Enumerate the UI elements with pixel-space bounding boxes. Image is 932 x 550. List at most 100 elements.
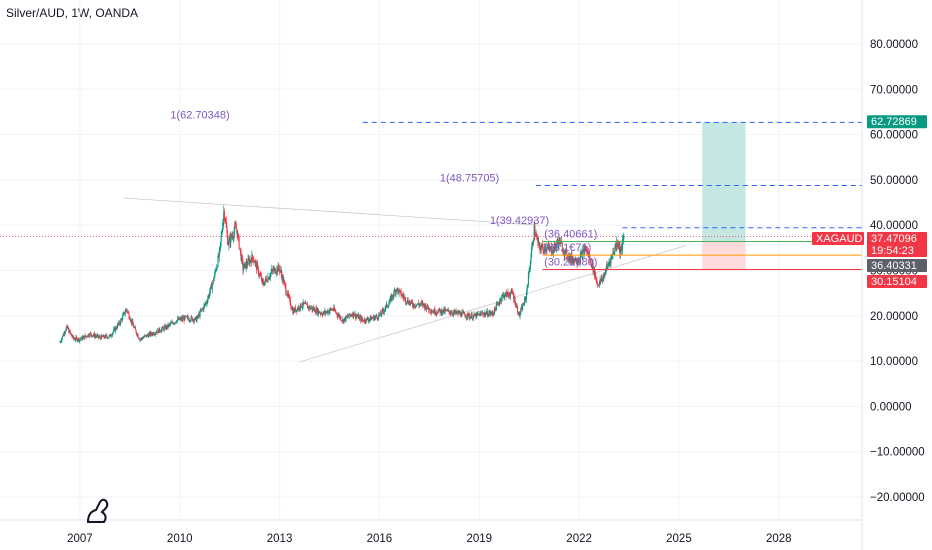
candle-body xyxy=(307,306,309,309)
candle-body xyxy=(139,339,141,341)
candle-body xyxy=(324,310,326,314)
candle-body xyxy=(528,271,530,274)
candle-body xyxy=(267,277,269,282)
candle-body xyxy=(274,267,276,274)
candle-body xyxy=(390,296,392,299)
candle-body xyxy=(184,316,186,317)
candle-body xyxy=(568,255,570,260)
candle-body xyxy=(264,278,266,282)
candle-body xyxy=(456,311,458,313)
candle-body xyxy=(202,308,204,310)
candle-body xyxy=(86,336,88,338)
candle-body xyxy=(408,303,410,305)
price-badge-label: 19:54:23 xyxy=(871,245,914,257)
candle-body xyxy=(500,299,502,302)
candle-body xyxy=(592,262,594,272)
candle-body xyxy=(399,290,401,291)
stop-loss-zone[interactable] xyxy=(702,241,746,270)
take-profit-zone[interactable] xyxy=(702,122,746,242)
candle-body xyxy=(226,227,228,234)
candle-body xyxy=(129,317,131,320)
candle-body xyxy=(545,250,547,251)
candle-body xyxy=(111,335,113,337)
candle-body xyxy=(366,318,368,319)
candle-body xyxy=(459,312,461,314)
trendline-upper[interactable] xyxy=(123,197,540,226)
candle-body xyxy=(113,328,115,330)
candle-body xyxy=(492,313,494,315)
candle-body xyxy=(513,297,515,300)
candle-body xyxy=(233,232,235,238)
candle-body xyxy=(563,252,565,253)
candle-body xyxy=(126,309,128,312)
candle-body xyxy=(280,270,282,271)
candle-body xyxy=(386,303,388,307)
candle-body xyxy=(252,254,254,258)
candle-body xyxy=(490,313,492,315)
candle-body xyxy=(443,308,445,313)
candle-body xyxy=(140,337,142,340)
candle-body xyxy=(607,263,609,266)
candle-body xyxy=(121,318,123,320)
candle-body xyxy=(63,333,65,336)
candle-body xyxy=(546,247,548,251)
candle-body xyxy=(204,304,206,306)
candle-body xyxy=(285,285,287,293)
candle-body xyxy=(300,303,302,309)
candle-body xyxy=(483,313,485,316)
candle-body xyxy=(269,273,272,277)
candle-body xyxy=(198,313,200,317)
candle-body xyxy=(380,312,382,315)
candle-body xyxy=(548,245,550,248)
candle-body xyxy=(448,309,450,312)
candle-body xyxy=(389,298,391,302)
candle-body xyxy=(439,310,441,314)
candle-body xyxy=(190,316,192,321)
candle-body xyxy=(582,249,584,259)
candle-body xyxy=(391,295,393,301)
trendline-lower[interactable] xyxy=(299,245,686,363)
candle-body xyxy=(519,313,521,317)
candle-body xyxy=(160,331,162,332)
candle-body xyxy=(527,273,529,286)
candle-body xyxy=(90,333,92,335)
candle-body xyxy=(527,285,529,288)
candle-body xyxy=(285,292,288,295)
candle-body xyxy=(500,298,503,302)
candle-body xyxy=(484,312,486,314)
candle-body xyxy=(350,315,352,316)
candle-body xyxy=(275,273,277,274)
candle-body xyxy=(586,251,588,253)
candle-body xyxy=(67,328,69,330)
candle-body xyxy=(336,312,338,315)
candle-body xyxy=(525,291,528,300)
candle-body xyxy=(614,244,617,249)
candle-body xyxy=(582,249,585,250)
candle-body xyxy=(515,305,517,307)
candle-body xyxy=(287,292,289,297)
candle-body xyxy=(608,262,610,264)
candle-body xyxy=(327,311,329,314)
candle-body xyxy=(205,302,207,305)
candle-body xyxy=(365,318,368,322)
tradingview-logo-icon[interactable] xyxy=(86,498,109,523)
candle-body xyxy=(246,265,248,266)
candle-body xyxy=(547,247,549,248)
candle-body xyxy=(457,311,459,314)
candle-body xyxy=(201,309,203,310)
candle-body xyxy=(243,268,245,271)
candle-body xyxy=(488,313,490,316)
candle-body xyxy=(292,309,295,314)
candle-body xyxy=(383,310,385,312)
candle-body xyxy=(619,245,621,254)
candle-body xyxy=(570,254,572,260)
candle-body xyxy=(369,318,371,320)
candle-body xyxy=(346,316,348,318)
candle-body xyxy=(110,335,112,337)
candle-body xyxy=(605,265,608,271)
candle-body xyxy=(146,334,148,337)
candle-body xyxy=(566,257,569,259)
candle-body xyxy=(452,313,454,315)
candle-body xyxy=(228,236,231,240)
